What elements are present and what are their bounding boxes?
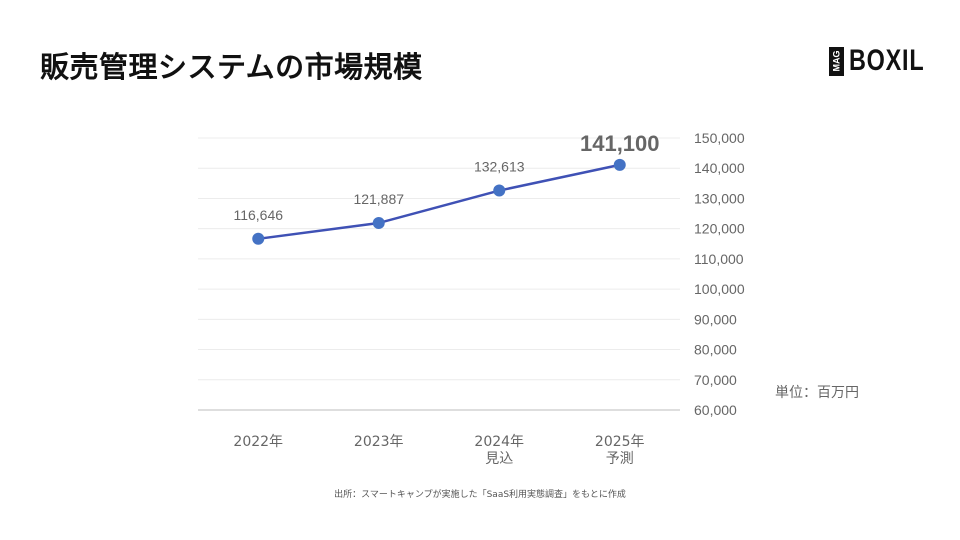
- y-tick-label: 140,000: [694, 160, 745, 176]
- y-tick-label: 60,000: [694, 402, 737, 418]
- y-tick-label: 130,000: [694, 190, 745, 206]
- x-tick-year: 2025年: [594, 434, 645, 450]
- y-tick-label: 80,000: [694, 342, 737, 358]
- x-tick-year: 2024年: [474, 434, 525, 450]
- y-tick-label: 100,000: [694, 281, 745, 297]
- x-tick-note: 見込: [485, 451, 514, 467]
- x-tick-label: 2024年 見込: [449, 434, 549, 468]
- source-note: 出所：スマートキャンプが実施した「SaaS利用実態調査」をもとに作成: [334, 490, 626, 500]
- boxil-mag-logo: MAG BOXIL: [829, 46, 946, 76]
- x-tick-note: 予測: [605, 451, 634, 467]
- data-point-marker: [252, 232, 265, 245]
- data-label: 141,100: [580, 131, 660, 156]
- y-tick-label: 90,000: [694, 311, 737, 327]
- boxil-wordmark: BOXIL: [849, 44, 925, 77]
- y-tick-label: 70,000: [694, 372, 737, 388]
- y-tick-label: 110,000: [694, 251, 744, 267]
- x-tick-label: 2023年: [329, 434, 429, 451]
- unit-label: 単位：百万円: [775, 385, 859, 401]
- data-label: 132,613: [474, 159, 525, 175]
- data-label: 116,646: [233, 207, 283, 223]
- x-tick-label: 2022年: [208, 434, 308, 451]
- data-point-marker: [372, 216, 385, 229]
- data-label: 121,887: [353, 191, 404, 207]
- y-tick-label: 120,000: [694, 221, 745, 237]
- x-tick-label: 2025年 予測: [570, 434, 670, 468]
- y-tick-label: 150,000: [694, 130, 745, 146]
- data-line: [258, 163, 621, 241]
- page-title: 販売管理システムの市場規模: [40, 50, 423, 84]
- x-tick-year: 2022年: [233, 434, 284, 450]
- data-point-marker: [493, 184, 506, 197]
- data-point-marker: [613, 158, 626, 171]
- x-tick-year: 2023年: [353, 434, 404, 450]
- mag-badge: MAG: [829, 46, 844, 76]
